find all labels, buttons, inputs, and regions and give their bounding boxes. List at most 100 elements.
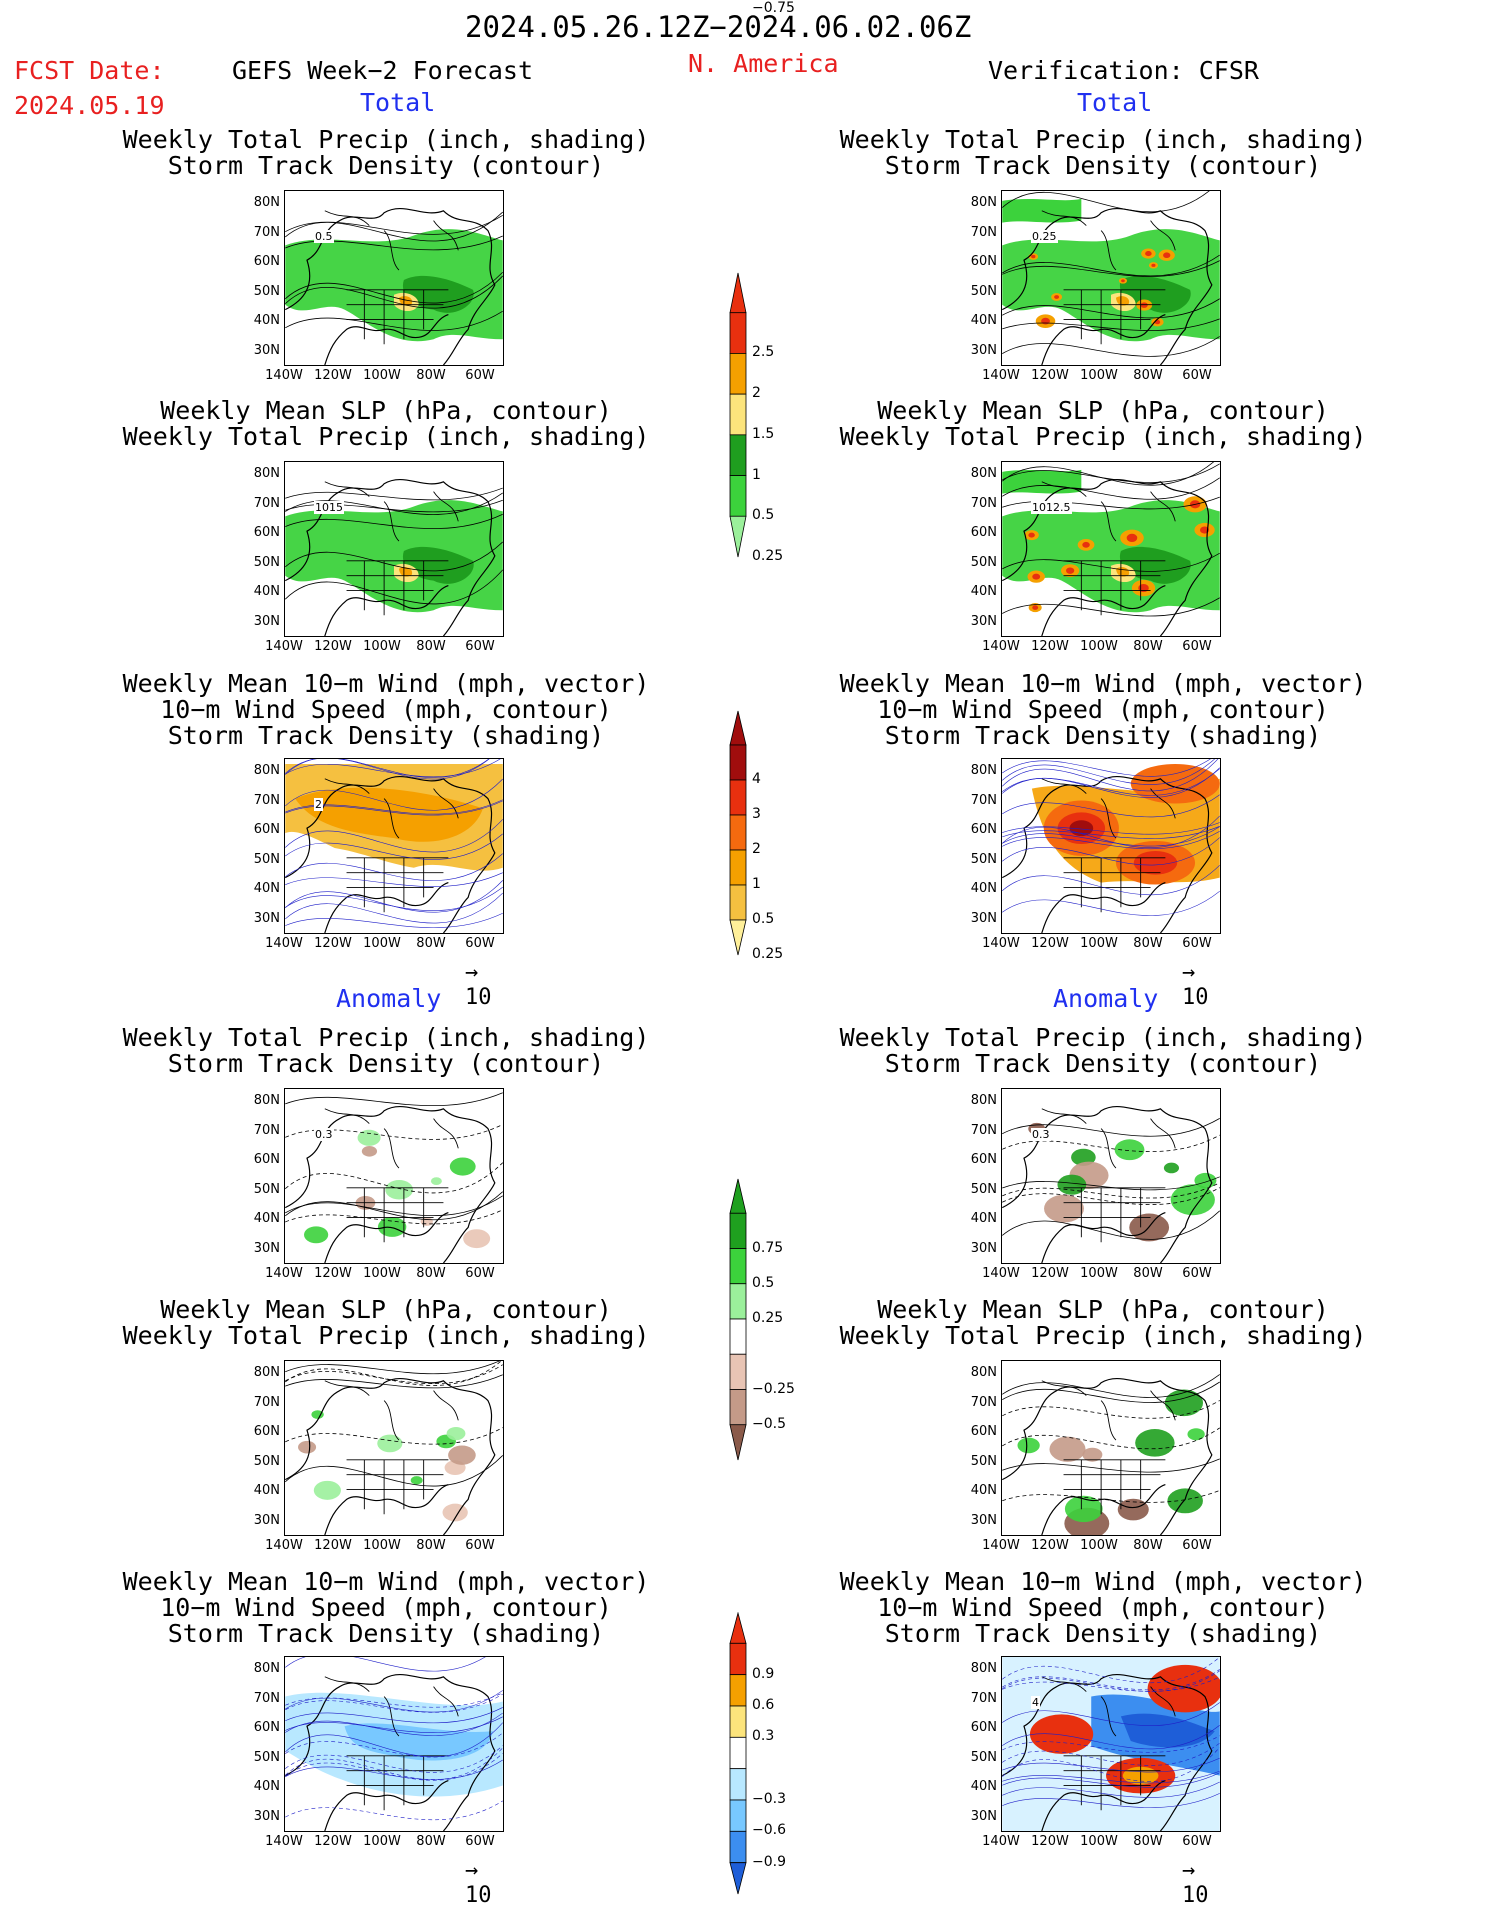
lat-label: 50N — [253, 1181, 280, 1197]
colorbar-label: 1 — [752, 876, 761, 892]
colorbar-label: 0.5 — [752, 507, 775, 524]
lon-label: 80W — [1133, 368, 1163, 383]
lon-label: 100W — [363, 1834, 401, 1849]
title-obs-total-precip: Weekly Total Precip (inch, shading) Stor… — [839, 125, 1367, 180]
lon-label: 60W — [465, 368, 495, 383]
colorbar-anom_track — [728, 1611, 748, 1900]
map-fc-total-precip — [284, 190, 504, 366]
lon-label: 140W — [265, 1834, 303, 1849]
title-obs-total-slp: Weekly Mean SLP (hPa, contour) Weekly To… — [839, 396, 1367, 451]
lon-label: 140W — [982, 639, 1020, 654]
lon-label: 80W — [1133, 936, 1163, 951]
lat-label: 30N — [253, 910, 280, 926]
map-obs-total-wind — [1001, 758, 1221, 934]
lat-label: 60N — [970, 1152, 997, 1167]
colorbar-label: 0.25 — [752, 946, 784, 962]
lon-label: 80W — [1133, 639, 1163, 654]
colorbar-label: 0.3 — [752, 1728, 775, 1745]
lon-label: 60W — [465, 1834, 495, 1849]
lon-label: 60W — [1182, 368, 1212, 383]
lon-label: 100W — [1080, 1266, 1118, 1281]
lat-label: 70N — [970, 1690, 997, 1706]
lon-label: 100W — [363, 639, 401, 654]
map-annotation-obs-anom-wind: 4 — [1031, 1696, 1040, 1709]
lon-label: 140W — [982, 1834, 1020, 1849]
colorbar-label: 2 — [752, 841, 761, 857]
lat-label: 60N — [970, 254, 997, 269]
lat-label: 30N — [253, 613, 280, 629]
title-fc-anom-slp: Weekly Mean SLP (hPa, contour) Weekly To… — [122, 1295, 650, 1350]
colorbar-label: −0.75 — [752, 0, 795, 16]
colorbar-label: 2 — [752, 385, 761, 402]
lon-label: 100W — [363, 1538, 401, 1553]
title-fc-anom-wind: Weekly Mean 10−m Wind (mph, vector) 10−m… — [122, 1567, 650, 1648]
map-annotation-obs-anom-precip: 0.3 — [1031, 1128, 1051, 1141]
vector-ref-obs-anom: → 10 — [1182, 1858, 1209, 1908]
lon-label: 120W — [1031, 936, 1069, 951]
colorbar-label: 0.9 — [752, 1665, 775, 1682]
lon-label: 80W — [416, 936, 446, 951]
lon-label: 140W — [982, 1538, 1020, 1553]
lat-label: 70N — [253, 495, 280, 511]
lon-label: 60W — [465, 936, 495, 951]
colorbar-label: 0.75 — [752, 1239, 784, 1256]
lat-label: 70N — [970, 1122, 997, 1138]
colorbar-label: 0.5 — [752, 1274, 775, 1291]
lat-label: 70N — [253, 792, 280, 808]
title-fc-total-precip: Weekly Total Precip (inch, shading) Stor… — [122, 125, 650, 180]
colorbar-label: 0.6 — [752, 1697, 775, 1713]
section-total-left: Total — [360, 88, 436, 117]
lon-label: 100W — [1080, 639, 1118, 654]
lat-label: 30N — [970, 1240, 997, 1256]
lon-label: 140W — [265, 639, 303, 654]
lat-label: 70N — [970, 792, 997, 808]
lat-label: 80N — [970, 1093, 997, 1108]
lat-label: 30N — [253, 1512, 280, 1528]
colorbar-label: −0.25 — [752, 1380, 795, 1397]
lat-label: 50N — [253, 1749, 280, 1765]
region-title: N. America — [688, 49, 839, 78]
map-annotation-fc-total-precip: 0.5 — [314, 230, 334, 243]
lat-label: 50N — [970, 1181, 997, 1197]
title-fc-total-wind: Weekly Mean 10−m Wind (mph, vector) 10−m… — [122, 669, 650, 750]
lat-label: 50N — [970, 1453, 997, 1469]
lat-label: 40N — [253, 1779, 280, 1794]
lon-label: 80W — [416, 368, 446, 383]
lat-label: 60N — [253, 525, 280, 540]
lat-label: 40N — [253, 1211, 280, 1226]
lat-label: 40N — [970, 1779, 997, 1794]
map-fc-anom-wind — [284, 1656, 504, 1832]
vector-ref-fc-total: → 10 — [465, 960, 492, 1010]
lat-label: 80N — [253, 763, 280, 778]
lon-label: 140W — [265, 936, 303, 951]
lat-label: 40N — [970, 584, 997, 599]
lat-label: 50N — [253, 1453, 280, 1469]
lat-label: 80N — [970, 1365, 997, 1380]
lat-label: 80N — [253, 466, 280, 481]
lon-label: 120W — [314, 368, 352, 383]
lon-label: 140W — [265, 368, 303, 383]
lon-label: 80W — [1133, 1538, 1163, 1553]
lon-label: 60W — [1182, 1266, 1212, 1281]
fcst-date-value: 2024.05.19 — [14, 91, 165, 120]
map-annotation-obs-total-precip: 0.25 — [1031, 230, 1058, 243]
lat-label: 80N — [253, 1093, 280, 1108]
section-anomaly-left: Anomaly — [336, 984, 442, 1013]
lon-label: 80W — [1133, 1834, 1163, 1849]
lat-label: 80N — [970, 466, 997, 481]
lon-label: 80W — [1133, 1266, 1163, 1281]
map-obs-anom-slp — [1001, 1360, 1221, 1536]
lon-label: 80W — [416, 1266, 446, 1281]
lon-label: 140W — [982, 368, 1020, 383]
lon-label: 80W — [416, 1834, 446, 1849]
lon-label: 100W — [363, 368, 401, 383]
lon-label: 80W — [416, 639, 446, 654]
title-fc-total-slp: Weekly Mean SLP (hPa, contour) Weekly To… — [122, 396, 650, 451]
lat-label: 30N — [253, 1240, 280, 1256]
lat-label: 60N — [253, 822, 280, 837]
lat-label: 50N — [970, 283, 997, 299]
left-column-title: GEFS Week−2 Forecast — [232, 56, 534, 85]
lat-label: 30N — [970, 342, 997, 358]
title-fc-anom-precip: Weekly Total Precip (inch, shading) Stor… — [122, 1023, 650, 1078]
map-obs-anom-wind — [1001, 1656, 1221, 1832]
